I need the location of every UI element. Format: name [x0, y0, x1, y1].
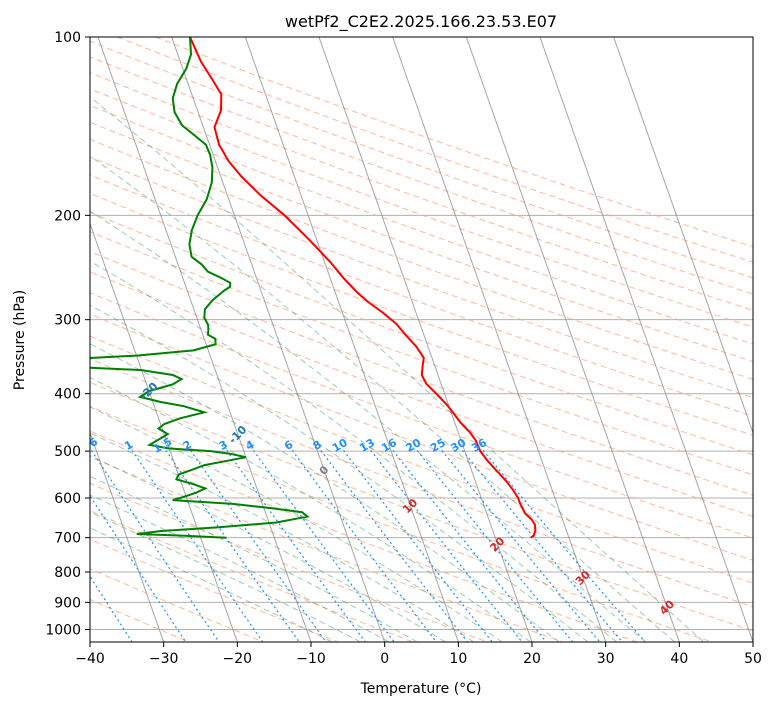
moist-adiabat	[90, 155, 675, 642]
dry-adiabat	[90, 211, 753, 456]
isotherm-line	[97, 37, 312, 642]
y-tick-label: 800	[54, 565, 81, 581]
y-tick-label: 100	[54, 30, 81, 46]
axes-frame	[89, 36, 754, 643]
mixing-ratio-line	[343, 450, 493, 642]
axis-ticks: −40 −30 −20 −10 0 10 20 30 40 50 100 200 300 400 500 60…	[45, 30, 762, 667]
dry-adiabat	[90, 156, 753, 399]
mixing-ratio-label: 0.6	[77, 435, 101, 456]
moist-adiabat	[90, 494, 390, 642]
mixing-ratio-line	[392, 450, 547, 642]
isotherm-label: -30	[48, 337, 71, 360]
mixing-ratio-line	[416, 450, 574, 642]
y-tick-label: 300	[54, 313, 81, 329]
dry-adiabat	[117, 37, 753, 263]
dry-adiabat	[90, 538, 339, 642]
isotherm-line	[392, 37, 607, 642]
isotherm-line	[90, 222, 238, 642]
isotherm-line	[171, 37, 386, 642]
dry-adiabat	[90, 313, 753, 561]
dry-adiabat	[90, 381, 753, 632]
moist-adiabat	[90, 455, 446, 642]
x-tick-label: −10	[296, 651, 326, 667]
mixing-ratio-line	[131, 450, 264, 642]
isotherm-line	[613, 37, 753, 435]
mixing-ratio-line	[461, 450, 623, 642]
isotherm-line	[465, 37, 680, 642]
chart-title: wetPf2_C2E2.2025.166.23.53.E07	[285, 12, 557, 32]
skewed-isotherms	[90, 37, 753, 642]
moist-adiabat	[90, 376, 531, 642]
mixing-ratio-line	[190, 450, 327, 642]
mixing-ratio-line	[320, 450, 468, 642]
x-tick-label: 0	[380, 651, 389, 667]
temperature-line	[189, 37, 537, 539]
isotherm-line	[318, 37, 533, 642]
moist-adiabat	[90, 260, 618, 642]
x-tick-label: 30	[597, 651, 615, 667]
y-tick-label: 500	[54, 444, 81, 460]
x-axis-title: Temperature (°C)	[360, 681, 482, 697]
plot-area	[90, 37, 753, 642]
mixing-ratio-label: 0.2	[0, 435, 19, 456]
dry-adiabat	[90, 121, 753, 363]
isotherm-line	[539, 37, 753, 642]
mixing-ratio-line	[370, 450, 523, 642]
moist-adiabat	[90, 475, 418, 642]
dry-adiabat	[90, 72, 753, 311]
dry-adiabat	[90, 40, 753, 279]
y-tick-label: 400	[54, 387, 81, 403]
dry-adiabat	[90, 250, 753, 496]
mixing-ratio-line	[90, 494, 187, 642]
sounding-series	[90, 37, 537, 539]
isotherm-line	[90, 431, 165, 642]
x-tick-label: 20	[523, 651, 541, 667]
plot-background	[90, 37, 753, 642]
y-tick-label: 900	[54, 595, 81, 611]
moist-adiabat	[90, 96, 705, 642]
y-tick-label: 700	[54, 531, 81, 547]
y-tick-label: 600	[54, 491, 81, 507]
dewpoint-line	[90, 37, 310, 539]
x-tick-label: 40	[670, 651, 688, 667]
x-tick-label: −20	[223, 651, 253, 667]
mixing-ratio-lines	[90, 450, 646, 642]
mixing-ratio-line	[482, 450, 646, 642]
dry-adiabat	[90, 104, 753, 345]
y-tick-label: 200	[54, 208, 81, 224]
moist-adiabat	[90, 511, 361, 642]
dry-adiabat	[90, 174, 753, 417]
mixing-ratio-line	[90, 450, 220, 642]
x-tick-label: 50	[744, 651, 762, 667]
x-tick-label: −30	[149, 651, 179, 667]
mixing-ratio-line	[226, 450, 366, 642]
x-tick-label: 10	[449, 651, 467, 667]
dry-adiabat	[90, 510, 414, 642]
plot-frame	[89, 36, 754, 643]
y-axis-title: Pressure (hPa)	[12, 290, 28, 390]
dry-adiabat	[90, 430, 638, 642]
moist-adiabat	[90, 343, 560, 642]
dry-adiabat	[90, 358, 753, 608]
x-tick-label: −40	[75, 651, 105, 667]
dry-adiabat	[90, 192, 753, 436]
moist-adiabat	[90, 210, 646, 642]
y-tick-label: 1000	[45, 622, 81, 638]
mixing-ratio-line	[165, 450, 300, 642]
mixing-ratio-line	[441, 450, 601, 642]
isotherm-line	[244, 37, 459, 642]
